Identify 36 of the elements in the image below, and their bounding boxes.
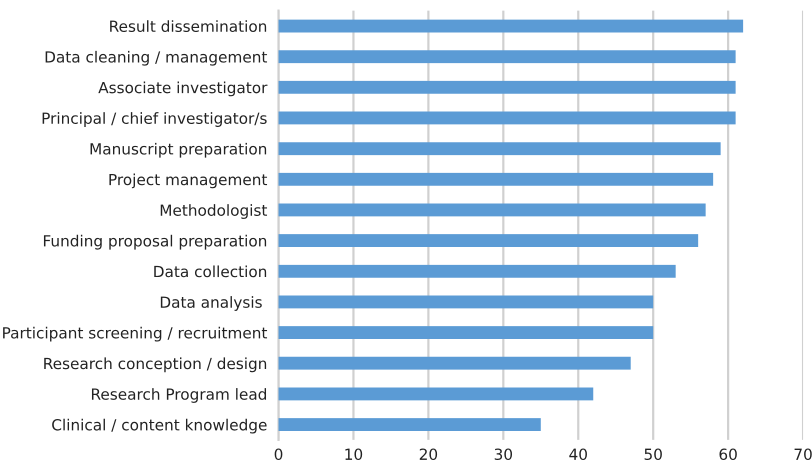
bar: [278, 234, 698, 248]
x-tick-label: 20: [420, 448, 438, 460]
x-tick-label: 50: [644, 448, 662, 460]
bar: [278, 204, 706, 216]
y-tick-label: Principal / chief investigator/s: [42, 112, 267, 127]
x-tick-label: 70: [794, 448, 812, 460]
y-tick-label: Funding proposal preparation: [44, 234, 266, 250]
bar: [278, 295, 654, 308]
x-tick-label: 10: [345, 448, 362, 460]
bar: [278, 80, 736, 94]
y-tick-label: Data cleaning / management: [46, 50, 268, 66]
bar: [278, 326, 654, 340]
bar: [278, 50, 736, 64]
y-tick-label: Project management: [109, 173, 268, 188]
y-tick-label: Participant screening / recruitment: [3, 326, 268, 342]
y-tick-label: Research Program lead: [92, 388, 266, 403]
y-tick-label: Data analysis: [160, 296, 262, 311]
x-tick-label: 30: [494, 448, 512, 460]
y-tick-label: Methodologist: [160, 204, 268, 219]
y-tick-label: Clinical / content knowledge: [52, 418, 267, 434]
bar: [278, 418, 541, 431]
bar: [278, 172, 714, 186]
y-tick-label: Data collection: [154, 265, 266, 278]
bar: [278, 142, 721, 156]
y-tick-label: Associate investigator: [98, 82, 268, 96]
x-tick-label: 0: [274, 448, 282, 460]
y-tick-label: Manuscript preparation: [90, 142, 266, 158]
y-tick-label: Research conception / design: [44, 357, 266, 372]
bar: [278, 112, 736, 124]
bar: [278, 264, 676, 278]
bar: [278, 356, 631, 370]
x-tick-label: 60: [719, 448, 737, 460]
bar: [278, 387, 594, 400]
x-tick-label: 40: [569, 448, 587, 460]
bar: [278, 20, 744, 32]
y-tick-label: Result dissemination: [110, 20, 266, 32]
